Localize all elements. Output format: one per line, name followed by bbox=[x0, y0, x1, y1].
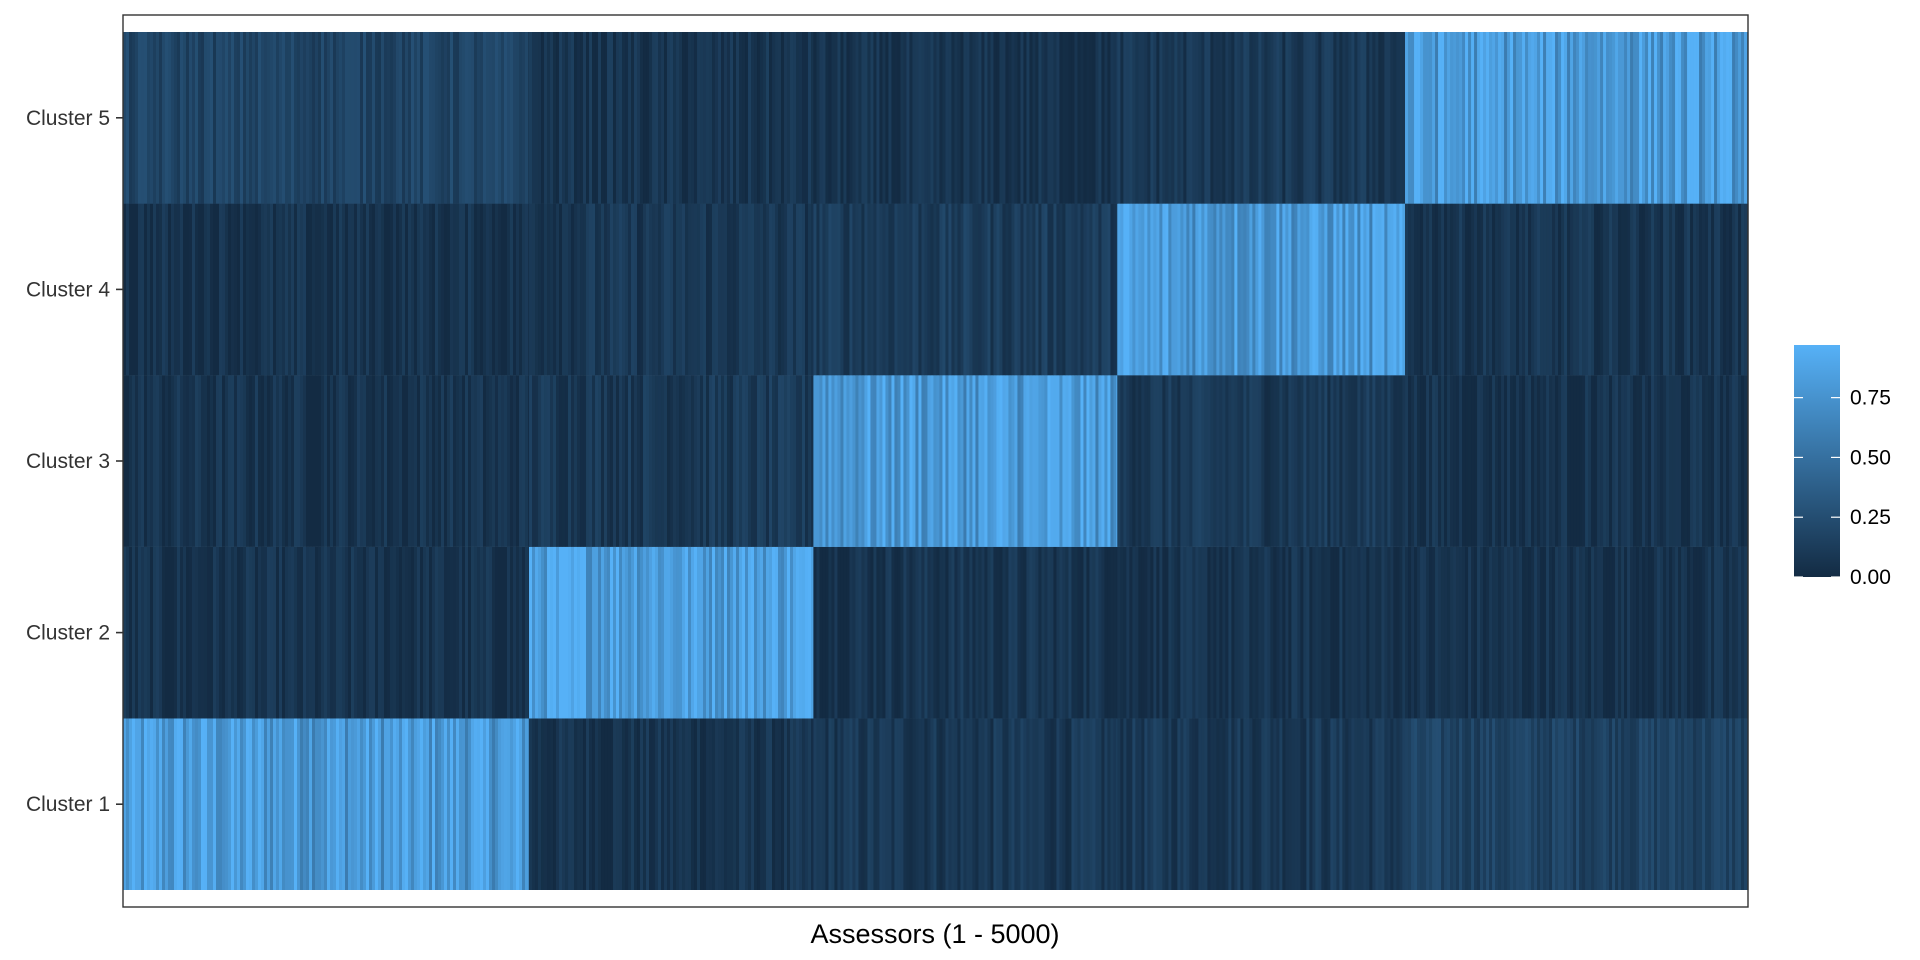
heatmap-stripes-2-3 bbox=[1117, 375, 1406, 547]
heatmap-stripes-4-3 bbox=[1117, 32, 1406, 204]
legend-tick-label: 0.25 bbox=[1850, 506, 1891, 529]
heatmap-stripes-3-0 bbox=[123, 203, 530, 376]
heatmap-stripes-3-2 bbox=[813, 203, 1118, 376]
legend-tick-label: 0.75 bbox=[1850, 387, 1891, 410]
heatmap-stripes-0-0 bbox=[123, 718, 530, 890]
x-axis-title: Assessors (1 - 5000) bbox=[810, 919, 1059, 949]
heatmap-cells bbox=[123, 32, 1749, 890]
y-tick-label: Cluster 3 bbox=[26, 450, 110, 473]
heatmap-stripes-3-4 bbox=[1405, 203, 1749, 376]
heatmap-stripes-2-2 bbox=[813, 375, 1118, 547]
heatmap-stripes-0-1 bbox=[529, 718, 814, 890]
heatmap-stripes-1-0 bbox=[123, 546, 530, 719]
legend-colorbar bbox=[1794, 345, 1840, 577]
heatmap-stripes-1-4 bbox=[1405, 546, 1749, 719]
heatmap-stripes-4-4 bbox=[1405, 32, 1749, 204]
heatmap-stripes-2-0 bbox=[123, 375, 530, 547]
legend-ticks: 0.00 0.25 0.50 0.75 bbox=[1794, 387, 1891, 589]
heatmap-stripes-0-4 bbox=[1405, 718, 1749, 890]
heatmap-stripes-1-1 bbox=[529, 546, 814, 719]
heatmap-stripes-2-1 bbox=[529, 375, 814, 547]
heatmap-stripes-0-2 bbox=[813, 718, 1118, 890]
heatmap-stripes-3-1 bbox=[529, 203, 814, 376]
heatmap-stripes-4-1 bbox=[529, 32, 814, 204]
y-tick-label: Cluster 5 bbox=[26, 107, 110, 130]
y-axis: Cluster 1 Cluster 2 Cluster 3 Cluster 4 Clus… bbox=[26, 107, 123, 816]
legend-tick-label: 0.50 bbox=[1850, 446, 1891, 469]
legend-tick-label: 0.00 bbox=[1850, 566, 1891, 589]
heatmap-stripes-4-0 bbox=[123, 32, 530, 204]
heatmap-stripes-1-2 bbox=[813, 546, 1118, 719]
heatmap-stripes-0-3 bbox=[1117, 718, 1406, 890]
y-tick-label: Cluster 1 bbox=[26, 793, 110, 816]
heatmap-stripes-1-3 bbox=[1117, 546, 1406, 719]
y-tick-label: Cluster 2 bbox=[26, 622, 110, 645]
heatmap-stripes-4-2 bbox=[813, 32, 1118, 204]
color-legend: 0.00 0.25 0.50 0.75 bbox=[1794, 345, 1891, 589]
y-tick-label: Cluster 4 bbox=[26, 278, 110, 301]
heatmap-stripes-3-3 bbox=[1117, 203, 1406, 376]
heatmap-stripes-2-4 bbox=[1405, 375, 1749, 547]
